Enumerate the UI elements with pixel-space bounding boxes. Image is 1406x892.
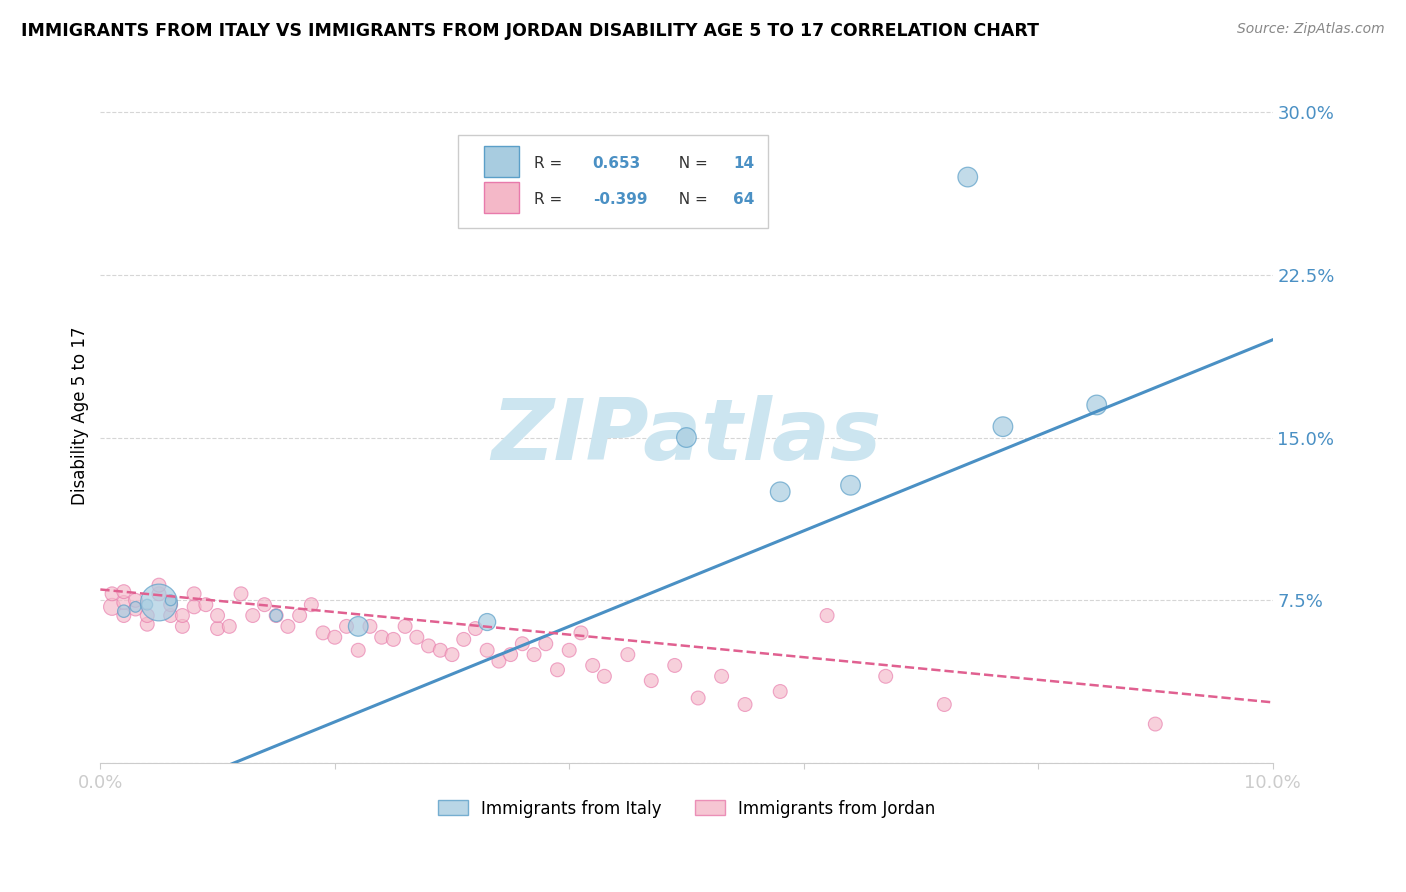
Point [264, 608, 287, 623]
Point [183, 587, 205, 601]
Point [242, 608, 264, 623]
Point [159, 593, 181, 607]
Point [207, 622, 229, 636]
Text: IMMIGRANTS FROM ITALY VS IMMIGRANTS FROM JORDAN DISABILITY AGE 5 TO 17 CORRELATI: IMMIGRANTS FROM ITALY VS IMMIGRANTS FROM… [21, 22, 1039, 40]
Point [148, 595, 170, 609]
Point [534, 637, 557, 651]
Point [124, 593, 146, 607]
Point [475, 643, 498, 657]
Bar [484, 182, 519, 213]
Point [359, 619, 381, 633]
Point [405, 630, 427, 644]
Point [194, 598, 217, 612]
Text: N =: N = [669, 155, 713, 170]
Point [347, 643, 370, 657]
Point [991, 419, 1014, 434]
Point [617, 648, 640, 662]
Point [1144, 717, 1167, 731]
Point [218, 619, 240, 633]
Point [512, 637, 534, 651]
Point [148, 578, 170, 592]
Legend: Immigrants from Italy, Immigrants from Jordan: Immigrants from Italy, Immigrants from J… [430, 793, 942, 824]
Point [769, 484, 792, 499]
Point [136, 617, 159, 632]
Point [418, 639, 440, 653]
Point [593, 669, 616, 683]
Point [112, 584, 135, 599]
Text: N =: N = [669, 193, 713, 207]
Point [815, 608, 838, 623]
Point [499, 648, 522, 662]
Text: 0.653: 0.653 [593, 155, 641, 170]
Text: R =: R = [534, 193, 567, 207]
Point [159, 598, 181, 612]
Text: -0.399: -0.399 [593, 193, 647, 207]
Text: 14: 14 [734, 155, 755, 170]
Point [112, 604, 135, 618]
Point [323, 630, 346, 644]
Point [112, 608, 135, 623]
Point [288, 608, 311, 623]
Point [136, 608, 159, 623]
Point [956, 169, 979, 184]
Point [207, 608, 229, 623]
Point [299, 598, 322, 612]
Point [172, 608, 194, 623]
Point [688, 691, 710, 706]
Point [277, 619, 299, 633]
Point [148, 587, 170, 601]
Text: R =: R = [534, 155, 567, 170]
Point [382, 632, 405, 647]
Point [101, 587, 124, 601]
Point [569, 626, 592, 640]
Point [934, 698, 956, 712]
Point [839, 478, 862, 492]
Point [136, 598, 159, 612]
Point [172, 619, 194, 633]
Point [547, 663, 569, 677]
Point [640, 673, 662, 688]
Point [734, 698, 756, 712]
Point [558, 643, 581, 657]
Bar [484, 146, 519, 178]
Point [253, 598, 276, 612]
Point [101, 599, 124, 614]
FancyBboxPatch shape [458, 135, 769, 228]
Text: 64: 64 [734, 193, 755, 207]
Point [335, 619, 357, 633]
Point [183, 599, 205, 614]
Point [124, 599, 146, 614]
Point [347, 619, 370, 633]
Point [675, 431, 697, 445]
Point [159, 608, 181, 623]
Text: Source: ZipAtlas.com: Source: ZipAtlas.com [1237, 22, 1385, 37]
Point [875, 669, 897, 683]
Point [440, 648, 463, 662]
Point [582, 658, 605, 673]
Point [488, 654, 510, 668]
Point [312, 626, 335, 640]
Point [664, 658, 686, 673]
Point [475, 615, 498, 629]
Point [464, 622, 486, 636]
Point [710, 669, 733, 683]
Y-axis label: Disability Age 5 to 17: Disability Age 5 to 17 [72, 326, 89, 505]
Point [264, 608, 287, 623]
Point [112, 595, 135, 609]
Point [370, 630, 392, 644]
Point [1085, 398, 1108, 412]
Point [394, 619, 416, 633]
Point [769, 684, 792, 698]
Point [523, 648, 546, 662]
Text: ZIPatlas: ZIPatlas [491, 395, 882, 478]
Point [429, 643, 451, 657]
Point [453, 632, 475, 647]
Point [124, 602, 146, 616]
Point [229, 587, 252, 601]
